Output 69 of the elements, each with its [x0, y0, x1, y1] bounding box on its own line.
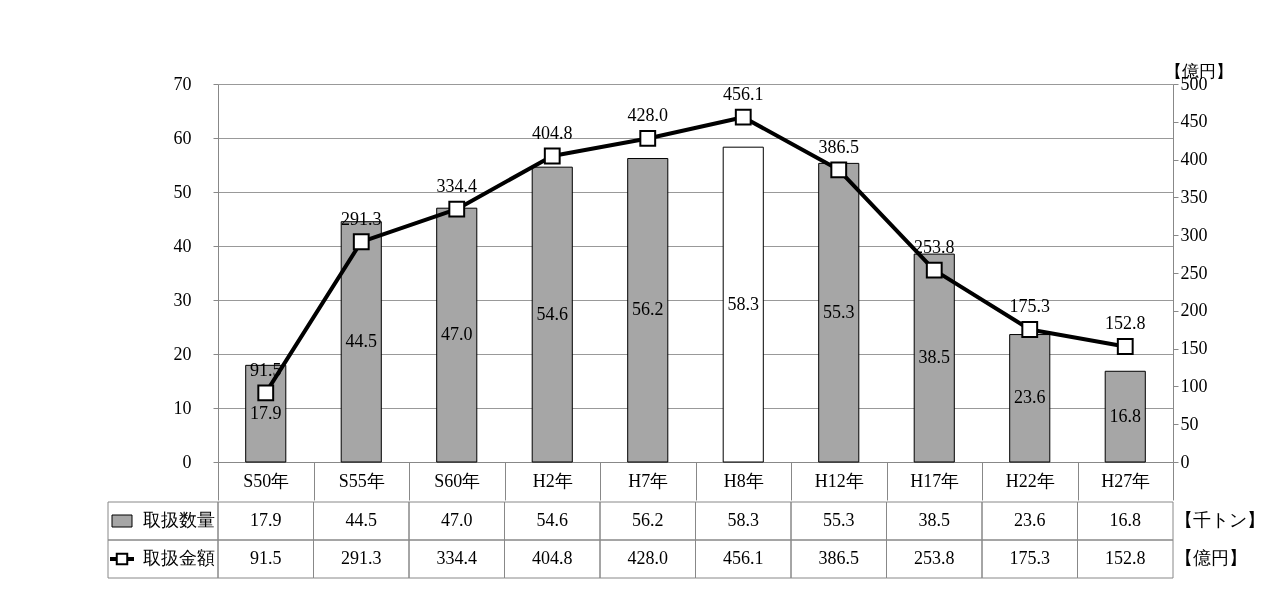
text: 56.2	[632, 299, 664, 320]
data-label: 91.5	[250, 548, 282, 568]
y-tick-label: 20	[173, 343, 192, 364]
x-tick-label: H27年	[1101, 470, 1151, 491]
text: 152.8	[1105, 313, 1146, 334]
text: 23.6	[1014, 387, 1046, 408]
x-tick-label: H12年	[814, 470, 864, 491]
y2-tick-label: 200	[1180, 300, 1208, 321]
text: 386.5	[818, 136, 859, 157]
y2-tick-label: 150	[1180, 338, 1208, 359]
text: 38.5	[918, 347, 950, 368]
data-label: 386.5	[818, 548, 859, 568]
legend-label: 取扱金額	[143, 548, 215, 568]
x-tick-label: H17年	[910, 470, 960, 491]
data-label: 54.6	[536, 510, 568, 530]
data-label: 56.2	[632, 510, 664, 530]
data-label: 17.9	[250, 510, 282, 530]
y-tick-label: 0	[182, 451, 192, 472]
text: 55.3	[823, 301, 855, 322]
y2-tick-label: 450	[1180, 111, 1208, 132]
text: 334.4	[436, 176, 477, 197]
y2-tick-label: 350	[1180, 186, 1208, 207]
text: 16.8	[1109, 405, 1141, 426]
x-tick-label: S50年	[243, 470, 290, 491]
text: 456.1	[723, 84, 764, 105]
y-tick-label: 70	[173, 73, 192, 94]
data-label: 456.1	[723, 548, 764, 568]
text: 58.3	[727, 293, 759, 314]
data-label: 47.0	[441, 510, 473, 530]
x-tick-label: H8年	[723, 470, 764, 491]
data-label: 253.8	[914, 548, 955, 568]
data-label: 16.8	[1109, 510, 1141, 530]
text: 404.8	[532, 122, 573, 143]
data-label: 152.8	[1105, 548, 1146, 568]
x-tick-label: S55年	[338, 470, 385, 491]
data-label: 175.3	[1009, 548, 1050, 568]
y-tick-label: 50	[173, 181, 192, 202]
data-label: 334.4	[436, 548, 477, 568]
text: 54.6	[536, 303, 568, 324]
data-label: 44.5	[345, 510, 377, 530]
y-tick-label: 40	[173, 235, 192, 256]
text: 428.0	[627, 105, 668, 126]
data-label: 404.8	[532, 548, 573, 568]
x-tick-label: H2年	[532, 470, 573, 491]
y-tick-label: 10	[173, 397, 192, 418]
text: 44.5	[345, 330, 377, 351]
text: 17.9	[250, 402, 282, 423]
text: 47.0	[441, 324, 473, 345]
x-tick-label: S60年	[434, 470, 481, 491]
data-label: 23.6	[1014, 510, 1046, 530]
text: 【千トン】	[1175, 510, 1265, 530]
data-label: 428.0	[627, 548, 668, 568]
data-label: 55.3	[823, 510, 855, 530]
data-label: 38.5	[918, 510, 950, 530]
y-tick-label: 30	[173, 289, 192, 310]
y2-tick-label: 250	[1180, 262, 1208, 283]
x-tick-label: H22年	[1005, 470, 1055, 491]
text: 175.3	[1009, 296, 1050, 317]
y2-tick-label: 100	[1180, 375, 1208, 396]
y2-tick-label: 300	[1180, 224, 1208, 245]
data-label: 58.3	[727, 510, 759, 530]
y-tick-label: 60	[173, 127, 192, 148]
text: 【億円】	[1175, 548, 1247, 568]
legend-label: 取扱数量	[143, 510, 215, 530]
y2-tick-label: 400	[1180, 149, 1208, 170]
y2-tick-label: 0	[1180, 451, 1190, 472]
y2-tick-label: 50	[1180, 413, 1199, 434]
data-label: 291.3	[341, 548, 382, 568]
x-tick-label: H7年	[628, 470, 669, 491]
